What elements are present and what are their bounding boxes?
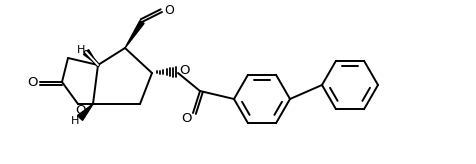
Text: O: O <box>28 75 38 89</box>
Text: O: O <box>181 112 191 124</box>
Text: O: O <box>180 64 190 78</box>
Text: H: H <box>77 45 85 55</box>
Polygon shape <box>83 50 98 65</box>
Polygon shape <box>78 104 93 120</box>
Text: O: O <box>164 4 174 18</box>
Text: H: H <box>71 116 79 126</box>
Text: O: O <box>75 103 85 116</box>
Polygon shape <box>125 21 144 48</box>
